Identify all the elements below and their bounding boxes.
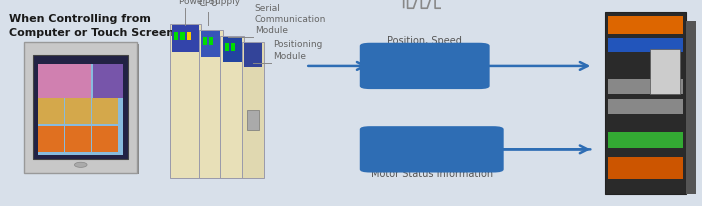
Text: When Controlling from
Computer or Touch Screen: When Controlling from Computer or Touch … <box>9 14 174 39</box>
Text: Positioning
Module: Positioning Module <box>273 40 322 61</box>
Bar <box>65 126 91 152</box>
Bar <box>608 38 683 52</box>
Bar <box>93 64 124 98</box>
Bar <box>39 98 64 124</box>
Bar <box>649 49 680 94</box>
Bar <box>608 99 683 114</box>
Text: Pulse Input: Pulse Input <box>378 59 472 73</box>
Bar <box>203 37 207 45</box>
Text: Motor Status Information: Motor Status Information <box>371 169 493 179</box>
Bar <box>187 32 191 40</box>
Text: Position, Speed: Position, Speed <box>388 36 462 46</box>
Bar <box>39 126 64 152</box>
FancyBboxPatch shape <box>220 36 244 178</box>
Bar <box>608 80 683 94</box>
Bar <box>608 157 683 179</box>
Bar <box>92 98 118 124</box>
FancyBboxPatch shape <box>359 43 490 89</box>
Text: Modbus (RTU): Modbus (RTU) <box>373 142 490 157</box>
Bar <box>201 31 220 57</box>
Text: Power Supply: Power Supply <box>179 0 241 6</box>
Bar <box>39 64 124 154</box>
Text: CPU: CPU <box>199 0 218 8</box>
FancyBboxPatch shape <box>30 44 139 174</box>
Bar <box>247 110 259 130</box>
Bar <box>65 98 91 124</box>
FancyBboxPatch shape <box>25 42 137 173</box>
Text: Serial
Communication
Module: Serial Communication Module <box>255 4 326 35</box>
Bar <box>225 43 229 51</box>
Bar <box>180 32 185 40</box>
FancyBboxPatch shape <box>170 24 201 178</box>
FancyBboxPatch shape <box>34 55 128 159</box>
Bar <box>605 12 686 194</box>
Bar <box>209 37 213 45</box>
Bar <box>172 25 199 52</box>
FancyBboxPatch shape <box>242 42 264 178</box>
Bar <box>231 43 235 51</box>
Bar <box>223 37 242 62</box>
Bar <box>608 132 683 148</box>
FancyBboxPatch shape <box>359 126 503 172</box>
Bar <box>39 64 91 98</box>
Bar <box>92 126 118 152</box>
Bar <box>686 21 696 194</box>
Bar <box>244 43 262 67</box>
Bar <box>174 32 178 40</box>
Bar <box>608 16 683 34</box>
FancyBboxPatch shape <box>199 30 223 178</box>
Ellipse shape <box>74 162 87 167</box>
